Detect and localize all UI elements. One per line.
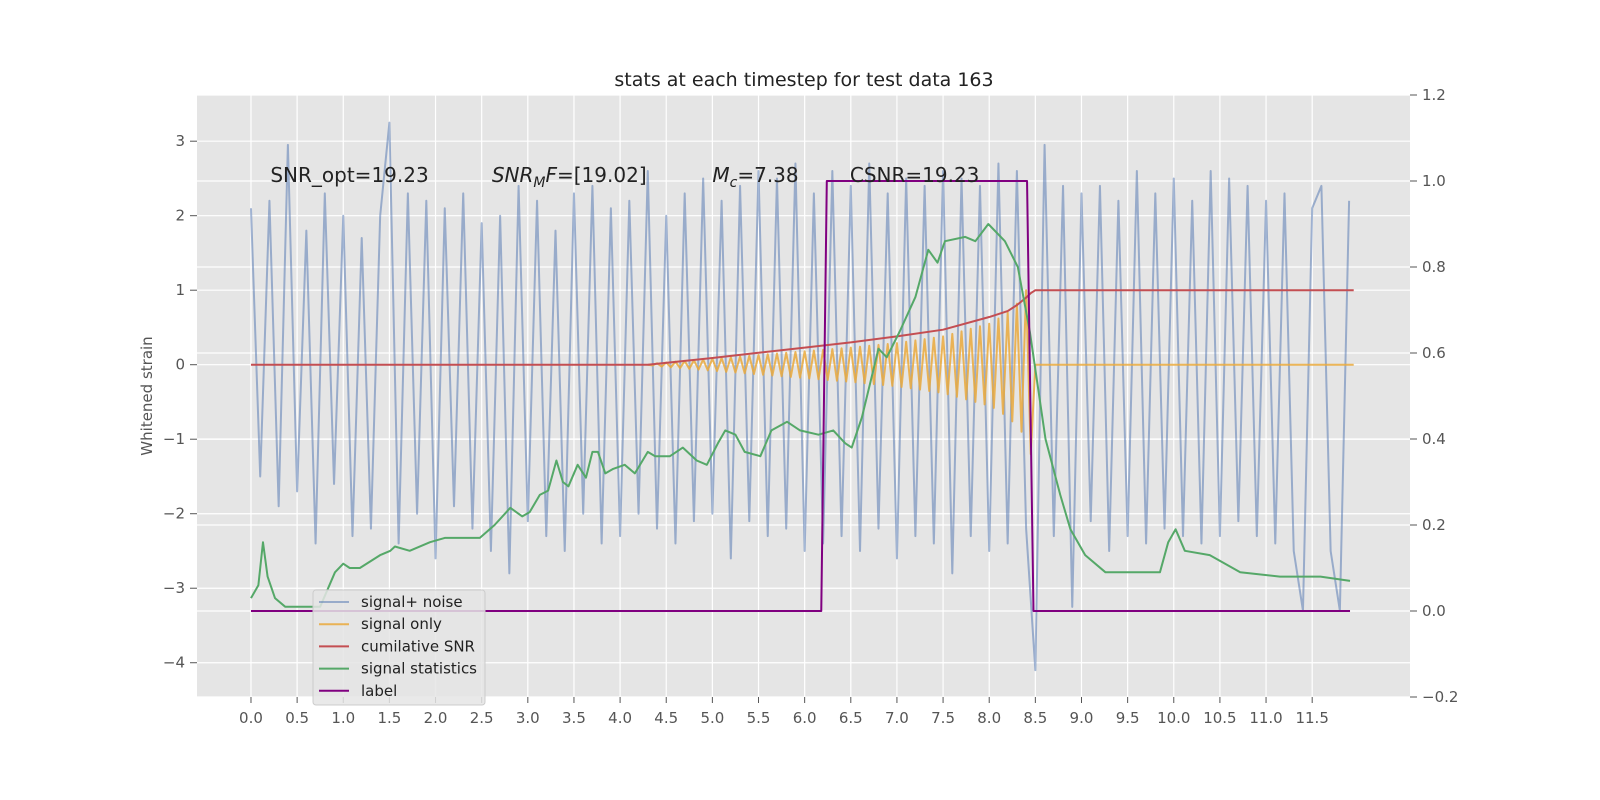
y2-tick-label: 0.6 bbox=[1422, 344, 1446, 362]
y-tick-label: 3 bbox=[175, 132, 185, 150]
y2-tick-label: 0.8 bbox=[1422, 258, 1446, 276]
series-line bbox=[647, 289, 1354, 456]
y-tick-label: −4 bbox=[163, 654, 185, 672]
series-line bbox=[249, 121, 1351, 672]
legend-label: cumilative SNR bbox=[361, 637, 475, 655]
annotation-part: SNR bbox=[492, 163, 534, 187]
annotation-part: F bbox=[545, 163, 557, 187]
annotation-part: =[19.02] bbox=[557, 163, 647, 187]
legend-label: signal statistics bbox=[361, 660, 477, 678]
x-tick-label: 1.5 bbox=[377, 709, 401, 727]
x-tick-label: 6.5 bbox=[839, 709, 863, 727]
annotation: Mc=7.38 bbox=[712, 163, 798, 191]
legend-label: signal only bbox=[361, 615, 442, 633]
y-tick-label: −1 bbox=[163, 430, 185, 448]
annotation: SNRMF=[19.02] bbox=[492, 163, 647, 191]
x-tick-label: 3.0 bbox=[516, 709, 540, 727]
series-line bbox=[250, 223, 1351, 608]
chart-title: stats at each timestep for test data 163 bbox=[614, 69, 993, 91]
y2-tick-label: 0.0 bbox=[1422, 602, 1446, 620]
x-tick-label: 9.5 bbox=[1116, 709, 1140, 727]
annotation: CSNR=19.23 bbox=[850, 163, 980, 187]
x-tick-label: 2.5 bbox=[470, 709, 494, 727]
annotation-part: SNR_opt=19.23 bbox=[270, 163, 428, 187]
annotation-part: c bbox=[730, 175, 738, 191]
x-tick-label: 3.5 bbox=[562, 709, 586, 727]
x-tick-label: 11.5 bbox=[1295, 709, 1328, 727]
y2-tick-label: 0.2 bbox=[1422, 516, 1446, 534]
annotation-part: =7.38 bbox=[737, 163, 798, 187]
x-tick-label: 7.5 bbox=[931, 709, 955, 727]
x-tick-label: 0.5 bbox=[285, 709, 309, 727]
x-tick-label: 10.0 bbox=[1157, 709, 1190, 727]
annotation-part: M bbox=[712, 163, 729, 187]
y2-tick-label: 1.2 bbox=[1422, 86, 1446, 104]
x-tick-label: 5.5 bbox=[747, 709, 771, 727]
x-tick-label: 10.5 bbox=[1203, 709, 1236, 727]
x-tick-label: 4.5 bbox=[654, 709, 678, 727]
y-tick-label: 1 bbox=[175, 281, 185, 299]
y-tick-label: 2 bbox=[175, 207, 185, 225]
y-axis-label: Whitened strain bbox=[138, 336, 156, 455]
x-tick-label: 7.0 bbox=[885, 709, 909, 727]
y-tick-label: −3 bbox=[163, 579, 185, 597]
x-tick-label: 8.0 bbox=[977, 709, 1001, 727]
y2-tick-label: −0.2 bbox=[1422, 688, 1458, 706]
x-tick-label: 4.0 bbox=[608, 709, 632, 727]
annotation-part: CSNR=19.23 bbox=[850, 163, 980, 187]
annotation: SNR_opt=19.23 bbox=[270, 163, 428, 187]
x-tick-label: 1.0 bbox=[331, 709, 355, 727]
legend-label: signal+ noise bbox=[361, 593, 463, 611]
annotation-part: M bbox=[533, 175, 545, 191]
legend-label: label bbox=[361, 682, 397, 700]
series-line bbox=[250, 180, 1351, 612]
x-tick-label: 8.5 bbox=[1023, 709, 1047, 727]
x-tick-label: 0.0 bbox=[239, 709, 263, 727]
y2-tick-label: 0.4 bbox=[1422, 430, 1446, 448]
x-tick-label: 9.0 bbox=[1070, 709, 1094, 727]
y-tick-label: 0 bbox=[175, 356, 185, 374]
x-tick-label: 11.0 bbox=[1249, 709, 1282, 727]
x-tick-label: 2.0 bbox=[424, 709, 448, 727]
y2-tick-label: 1.0 bbox=[1422, 172, 1446, 190]
y-tick-label: −2 bbox=[163, 505, 185, 523]
legend-box bbox=[312, 589, 486, 706]
x-tick-label: 6.0 bbox=[793, 709, 817, 727]
x-tick-label: 5.0 bbox=[700, 709, 724, 727]
